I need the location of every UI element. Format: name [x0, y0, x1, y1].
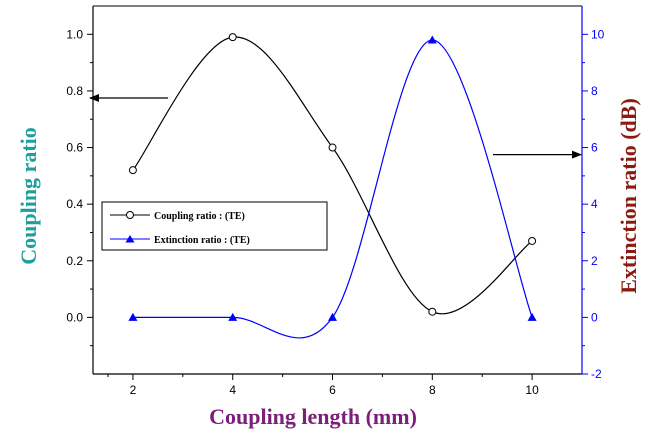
- x-tick-label: 8: [429, 383, 436, 397]
- y-left-tick-label: 0.0: [66, 310, 83, 324]
- y-left-tick-label: 1.0: [66, 27, 83, 41]
- x-axis-title: Coupling length (mm): [209, 404, 417, 429]
- y-left-tick-label: 0.6: [66, 141, 83, 155]
- series-line-coupling: [132, 36, 533, 315]
- y-axis-title-left: Coupling ratio: [16, 127, 41, 265]
- data-point-coupling: [428, 307, 437, 316]
- x-tick-label: 6: [329, 383, 336, 397]
- data-point-extinction: [128, 312, 138, 321]
- y-left-tick-label: 0.4: [66, 197, 83, 211]
- y-right-tick-label: 8: [591, 84, 598, 98]
- data-point-extinction: [228, 312, 238, 321]
- legend-label-extinction: Extinction ratio : (TE): [154, 235, 250, 246]
- legend-marker-extinction: [125, 235, 135, 243]
- y-right-tick-label: 10: [591, 27, 605, 41]
- y-left-tick-label: 0.2: [66, 254, 83, 268]
- data-point-coupling: [528, 236, 537, 245]
- y-right-tick-label: 6: [591, 141, 598, 155]
- legend: Coupling ratio : (TE) Extinction ratio :…: [101, 201, 328, 251]
- y-right-tick-label: -2: [591, 367, 602, 381]
- labels-layer: 2 4 6 8 10 0.0 0.2 0.4 0.6 0.8 1.0 -2 0 2 4 6 8 10: [66, 27, 604, 397]
- data-point-extinction: [427, 35, 437, 44]
- y-left-tick-label: 0.8: [66, 84, 83, 98]
- y-axis-title-right: Extinction ratio (dB): [616, 98, 641, 294]
- x-tick-label: 10: [525, 383, 539, 397]
- data-point-coupling: [328, 143, 337, 152]
- x-tick-label: 2: [130, 383, 137, 397]
- series-line-extinction: [132, 39, 533, 339]
- data-point-coupling: [128, 166, 137, 175]
- y-right-tick-label: 0: [591, 310, 598, 324]
- y-right-tick-label: 2: [591, 254, 598, 268]
- x-tick-label: 4: [229, 383, 236, 397]
- y-right-tick-label: 4: [591, 197, 598, 211]
- axes-layer: [87, 5, 588, 380]
- legend-box: [101, 201, 328, 251]
- series-layer: [89, 33, 582, 339]
- data-point-extinction: [527, 312, 537, 321]
- data-point-extinction: [328, 312, 338, 321]
- legend-marker-coupling: [126, 211, 134, 219]
- legend-label-coupling: Coupling ratio : (TE): [154, 211, 245, 222]
- data-point-coupling: [228, 33, 237, 42]
